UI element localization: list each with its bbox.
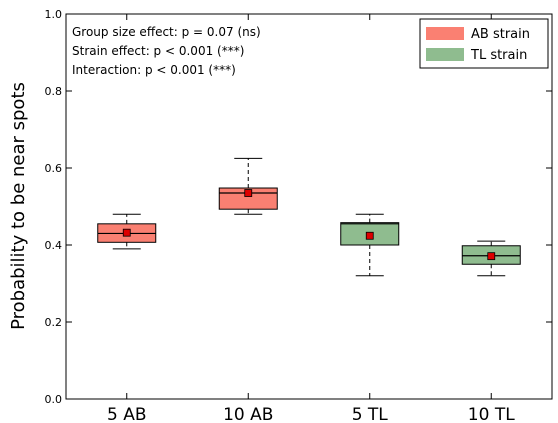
y-tick-label: 0.2 xyxy=(45,316,63,329)
y-axis: 0.0 0.2 0.4 0.6 0.8 1.0 xyxy=(45,8,552,406)
y-axis-title: Probability to be near spots xyxy=(8,82,29,330)
legend-swatch xyxy=(426,48,464,61)
x-axis: 5 AB 10 AB 5 TL 10 TL xyxy=(107,14,515,423)
x-tick-label: 5 TL xyxy=(352,405,389,423)
stats-annotation: Group size effect: p = 0.07 (ns) xyxy=(72,25,261,39)
legend: AB strain TL strain xyxy=(419,18,549,69)
mean-marker xyxy=(365,231,374,240)
legend-swatch xyxy=(426,27,464,40)
box-5-ab xyxy=(97,213,157,250)
legend-label: AB strain xyxy=(471,27,530,42)
stats-annotation: Interaction: p < 0.001 (***) xyxy=(72,63,236,77)
x-tick-label: 10 AB xyxy=(223,405,273,423)
y-tick-label: 0.6 xyxy=(45,162,63,175)
mean-marker xyxy=(487,252,496,261)
box-10-tl xyxy=(461,240,521,277)
mean-marker xyxy=(122,228,131,237)
plot-area xyxy=(65,13,553,400)
y-tick-label: 1.0 xyxy=(45,8,63,21)
y-tick-label: 0.0 xyxy=(45,393,63,406)
stats-annotation: Strain effect: p < 0.001 (***) xyxy=(72,44,244,58)
mean-marker xyxy=(244,189,253,197)
x-tick-label: 10 TL xyxy=(468,405,515,423)
boxes xyxy=(97,157,521,277)
x-tick-label: 5 AB xyxy=(107,405,147,423)
box-10-ab xyxy=(218,157,278,215)
y-tick-label: 0.8 xyxy=(45,85,63,98)
stats-annotations: Group size effect: p = 0.07 (ns) Strain e… xyxy=(72,25,261,77)
legend-label: TL strain xyxy=(470,48,527,63)
y-tick-label: 0.4 xyxy=(45,239,63,252)
box-5-tl xyxy=(340,213,400,277)
